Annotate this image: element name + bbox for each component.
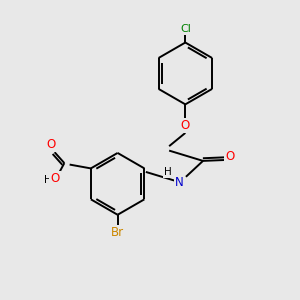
Text: O: O	[225, 150, 234, 163]
Text: Br: Br	[111, 226, 124, 239]
Text: O: O	[46, 138, 56, 151]
Text: Cl: Cl	[180, 24, 191, 34]
Text: N: N	[175, 176, 184, 189]
Text: O: O	[50, 172, 59, 185]
Text: H: H	[164, 167, 172, 177]
Text: O: O	[181, 119, 190, 132]
Text: H: H	[44, 175, 51, 185]
